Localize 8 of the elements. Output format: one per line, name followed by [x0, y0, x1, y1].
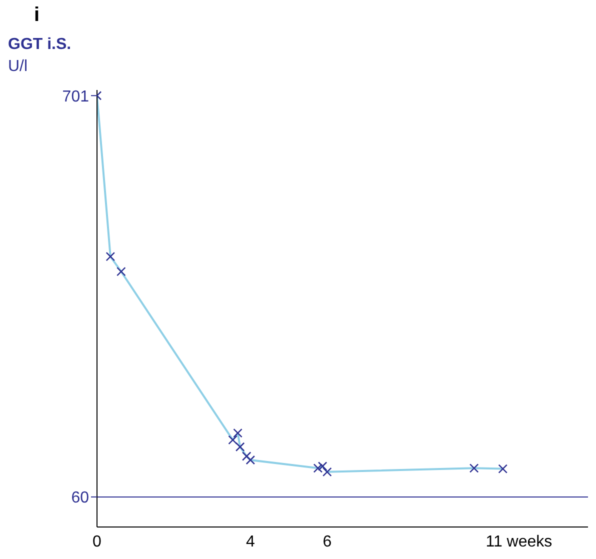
- x-tick-label: 4: [246, 533, 255, 550]
- x-tick-label: 11 weeks: [486, 533, 552, 550]
- x-tick-label: 6: [322, 533, 332, 550]
- y-tick-label: 701: [62, 88, 90, 106]
- x-tick-label: 0: [92, 533, 102, 550]
- y-axis-title: GGT i.S. U/l: [8, 36, 72, 76]
- chart-title: i: [34, 4, 40, 27]
- y-tick-label: 60: [71, 490, 90, 507]
